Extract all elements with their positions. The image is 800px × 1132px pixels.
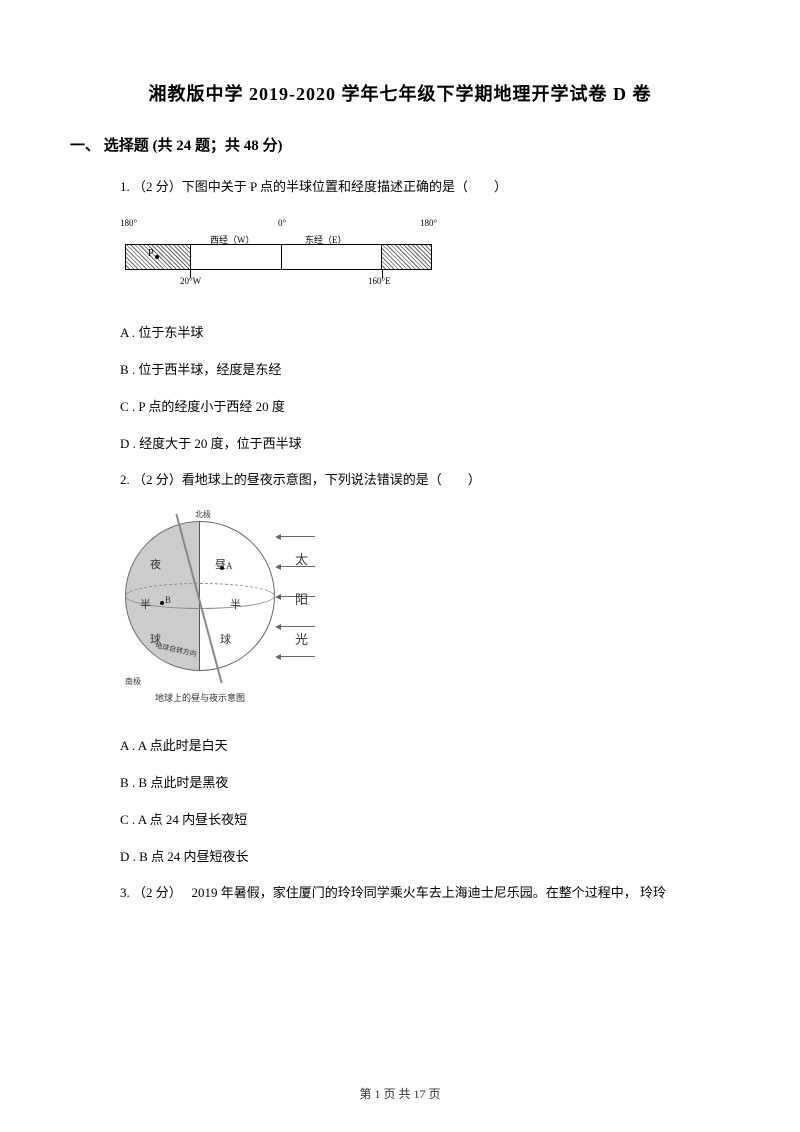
tick-20w bbox=[190, 270, 191, 278]
west-box bbox=[190, 244, 282, 270]
light-text: 光 bbox=[295, 629, 308, 648]
p-point-dot bbox=[155, 255, 159, 259]
hatched-right bbox=[382, 244, 432, 270]
q1-diagram: 180° 0° 180° 西经（W） 东经（E） P 20°W 160°E bbox=[120, 218, 700, 298]
q2-diagram: 北极 夜 昼 半 半 球 球 A B 太 阳 光 南极 bbox=[120, 511, 700, 711]
q2-option-d: D . B 点 24 内昼短夜长 bbox=[120, 846, 700, 865]
label-160e: 160°E bbox=[368, 276, 391, 286]
document-title: 湘教版中学 2019-2020 学年七年级下学期地理开学试卷 D 卷 bbox=[100, 80, 700, 106]
q2-option-a: A . A 点此时是白天 bbox=[120, 735, 700, 754]
point-b-label: B bbox=[165, 595, 171, 605]
page-footer: 第 1 页 共 17 页 bbox=[0, 1085, 800, 1102]
q2-stem: 2. （2 分）看地球上的昼夜示意图，下列说法错误的是（ ） bbox=[120, 470, 700, 491]
tick-160e bbox=[382, 270, 383, 278]
sun-arrow-5 bbox=[280, 656, 315, 657]
sun-text: 太 bbox=[295, 549, 308, 568]
east-box bbox=[282, 244, 382, 270]
half2-text: 半 bbox=[230, 596, 241, 612]
point-a-label: A bbox=[226, 561, 233, 571]
p-label: P bbox=[148, 248, 154, 259]
label-180-left: 180° bbox=[120, 218, 137, 228]
north-label: 北极 bbox=[195, 509, 211, 520]
sun-arrow-4 bbox=[280, 626, 315, 627]
label-180-right: 180° bbox=[420, 218, 437, 228]
section-header: 一、 选择题 (共 24 题；共 48 分) bbox=[70, 134, 700, 155]
q2-option-b: B . B 点此时是黑夜 bbox=[120, 772, 700, 791]
q1-option-d: D . 经度大于 20 度，位于西半球 bbox=[120, 433, 700, 452]
point-b-dot bbox=[160, 601, 164, 605]
q1-option-a: A . 位于东半球 bbox=[120, 322, 700, 341]
q1-stem: 1. （2 分）下图中关于 P 点的半球位置和经度描述正确的是（ ） bbox=[120, 177, 700, 198]
q1-option-b: B . 位于西半球，经度是东经 bbox=[120, 359, 700, 378]
sun-arrow-1 bbox=[280, 536, 315, 537]
label-0: 0° bbox=[278, 218, 286, 228]
yang-text: 阳 bbox=[295, 589, 308, 608]
q2-option-c: C . A 点 24 内昼长夜短 bbox=[120, 809, 700, 828]
half1-text: 半 bbox=[140, 596, 151, 612]
q1-option-c: C . P 点的经度小于西经 20 度 bbox=[120, 396, 700, 415]
diagram-caption: 地球上的昼与夜示意图 bbox=[155, 691, 245, 704]
point-a-dot bbox=[220, 566, 224, 570]
south-label: 南极 bbox=[125, 676, 141, 687]
ball2-text: 球 bbox=[220, 631, 231, 647]
q3-stem: 3. （2 分） 2019 年暑假，家住厦门的玲玲同学乘火车去上海迪士尼乐园。在… bbox=[120, 883, 700, 904]
night-text: 夜 bbox=[150, 556, 161, 572]
